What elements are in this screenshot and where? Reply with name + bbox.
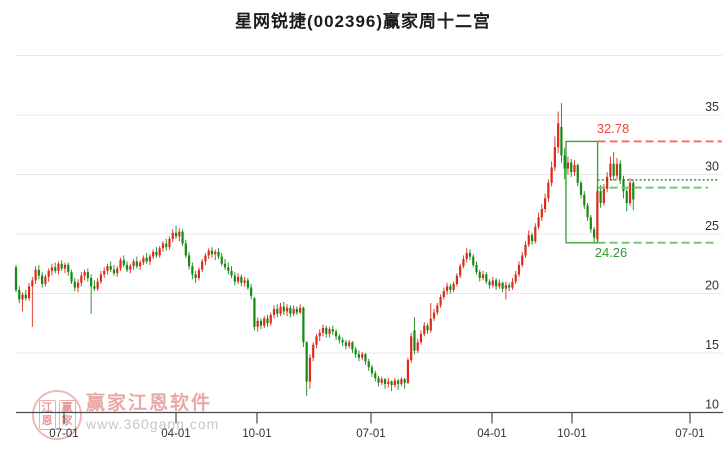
indicator-lines [597, 179, 719, 189]
gridlines [16, 55, 722, 354]
watermark-seal-right: 赢 家 [58, 400, 76, 430]
y-axis-labels: 35 30 25 20 15 10 [705, 100, 719, 412]
svg-text:04-01: 04-01 [477, 428, 506, 440]
watermark-seal-char: 江 [41, 402, 53, 414]
svg-text:07-01: 07-01 [356, 428, 385, 440]
svg-text:10-01: 10-01 [242, 428, 271, 440]
watermark-url-text: www.360gann.com [86, 416, 220, 432]
x-axis: 07-01 04-01 10-01 07-01 04-01 10-01 07-01 [16, 411, 723, 440]
svg-text:30: 30 [705, 160, 719, 174]
chart-title: 星网锐捷(002396)赢家周十二宫 [234, 12, 492, 31]
resistance-price-label: 32.78 [596, 121, 630, 136]
svg-text:15: 15 [705, 338, 719, 352]
watermark-seal-logo: 江 恩 赢 家 [32, 390, 82, 440]
svg-text:07-01: 07-01 [49, 428, 78, 440]
svg-text:25: 25 [705, 219, 719, 233]
watermark-brand-text: 赢家江恩软件 [86, 393, 213, 414]
candlestick-series [14, 103, 635, 396]
watermark-seal-char: 家 [61, 415, 73, 427]
svg-text:20: 20 [705, 279, 719, 293]
svg-text:07-01: 07-01 [675, 428, 704, 440]
support-price-label: 24.26 [594, 245, 628, 260]
svg-text:10-01: 10-01 [557, 428, 586, 440]
watermark-seal-left: 江 恩 [38, 400, 56, 430]
svg-text:04-01: 04-01 [161, 428, 190, 440]
watermark-seal-char: 赢 [61, 402, 73, 414]
svg-text:35: 35 [705, 100, 719, 114]
watermark-seal-char: 恩 [41, 415, 53, 427]
svg-text:10: 10 [705, 398, 719, 412]
